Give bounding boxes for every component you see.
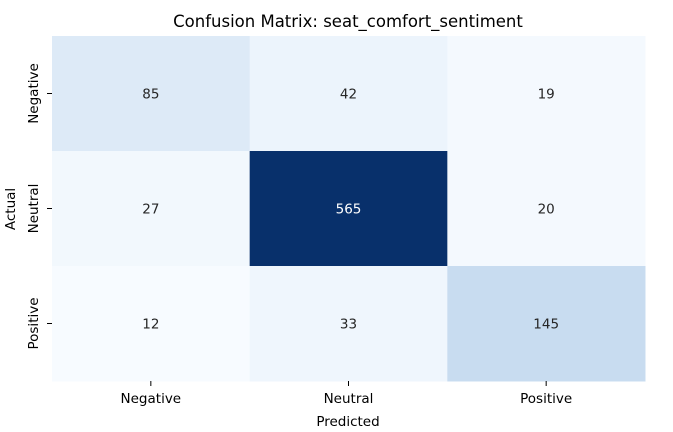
x-axis-ticks: Negative Neutral Positive bbox=[121, 381, 572, 407]
y-tick-label-negative: Negative bbox=[26, 63, 42, 124]
y-tick-label-neutral: Neutral bbox=[26, 184, 42, 234]
y-axis-ticks: Negative Neutral Positive bbox=[26, 63, 52, 350]
y-axis-label: Actual bbox=[3, 188, 19, 230]
x-tick-label-neutral: Neutral bbox=[324, 391, 374, 407]
heatmap-cell-r0-c1 bbox=[249, 36, 448, 152]
heatmap-cell-r2-c2 bbox=[447, 266, 646, 382]
x-tick-label-negative: Negative bbox=[121, 391, 182, 407]
cell-value-r1-c1: 565 bbox=[336, 202, 362, 218]
cell-value-r1-c0: 27 bbox=[142, 202, 159, 218]
y-tick-label-positive: Positive bbox=[26, 297, 42, 349]
heatmap-cell-r0-c2 bbox=[447, 36, 646, 152]
heatmap-cell-labels: 85 42 19 27 565 20 12 33 145 bbox=[142, 87, 559, 333]
heatmap-cell-r2-c0 bbox=[52, 266, 251, 382]
x-tick-label-positive: Positive bbox=[520, 391, 572, 407]
heatmap-cell-r1-c0 bbox=[52, 151, 251, 267]
heatmap-cell-r1-c2 bbox=[447, 151, 646, 267]
cell-value-r0-c0: 85 bbox=[142, 87, 159, 103]
heatmap-cells bbox=[52, 36, 646, 382]
cell-value-r2-c0: 12 bbox=[142, 317, 159, 333]
cell-value-r0-c1: 42 bbox=[340, 87, 357, 103]
cell-value-r2-c1: 33 bbox=[340, 317, 357, 333]
cell-value-r2-c2: 145 bbox=[533, 317, 559, 333]
x-axis-label: Predicted bbox=[316, 414, 379, 430]
heatmap-cell-r0-c0 bbox=[52, 36, 251, 152]
chart-title: Confusion Matrix: seat_comfort_sentiment bbox=[173, 12, 523, 32]
heatmap-cell-r2-c1 bbox=[249, 266, 448, 382]
cell-value-r1-c2: 20 bbox=[538, 202, 555, 218]
cell-value-r0-c2: 19 bbox=[538, 87, 555, 103]
heatmap-cell-r1-c1 bbox=[249, 151, 448, 267]
